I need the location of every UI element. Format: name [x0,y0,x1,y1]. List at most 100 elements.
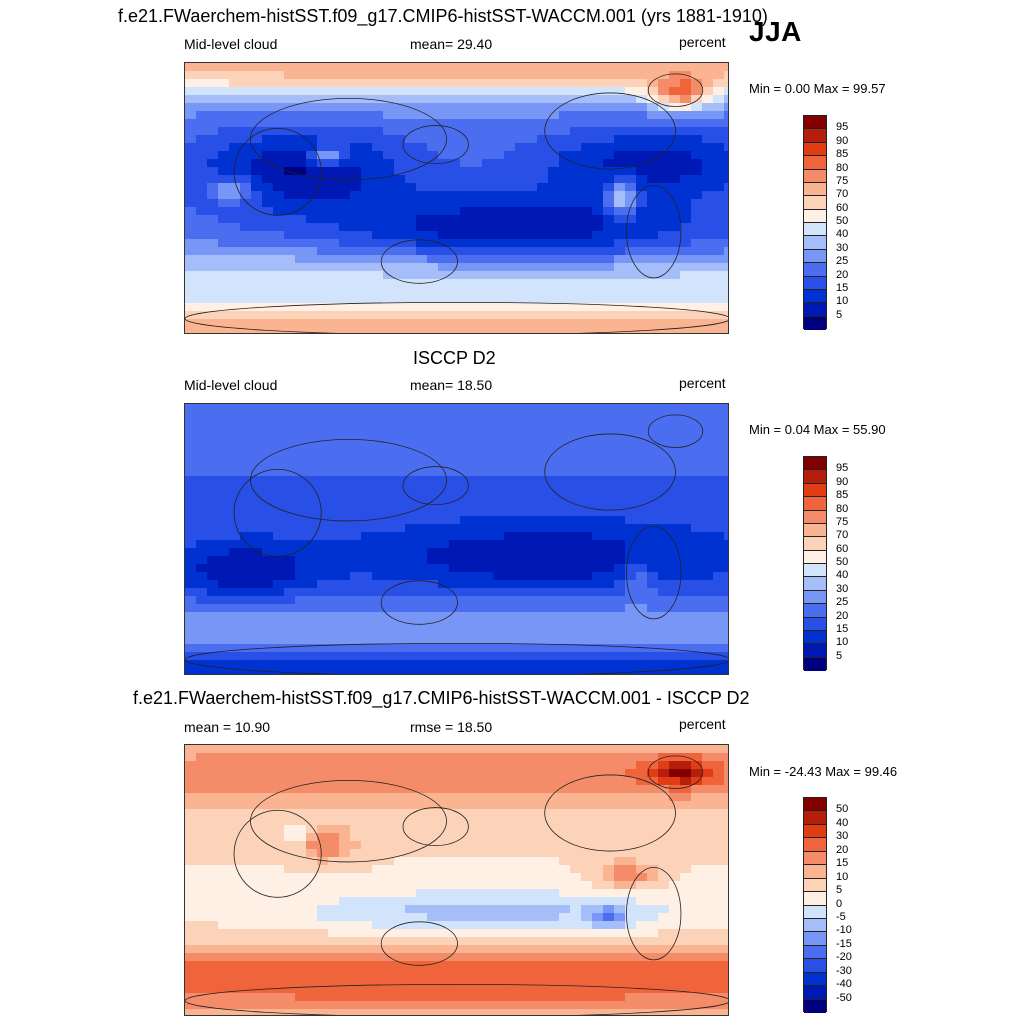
colorbar-segment [804,577,826,591]
map-cell [449,287,461,296]
map-cell [427,516,439,525]
map-cell [350,460,362,469]
map-cell [724,753,728,762]
map-cell [229,215,241,224]
map-cell [548,303,560,312]
map-cell [218,961,230,970]
map-cell [537,524,549,533]
map-cell [251,785,263,794]
map-cell [438,753,450,762]
map-cell [713,87,725,96]
map-cell [361,636,373,645]
map-cell [724,183,728,192]
map-cell [273,87,285,96]
map-cell [504,564,516,573]
map-cell [691,857,703,866]
map-cell [394,231,406,240]
map-cell [240,167,252,176]
map-cell [218,279,230,288]
map-cell [295,183,307,192]
map-cell [460,556,472,565]
map-cell [317,239,329,248]
map-cell [460,135,472,144]
map-cell [570,287,582,296]
map-cell [713,937,725,946]
map-cell [427,79,439,88]
map-cell [493,508,505,517]
map-cell [592,889,604,898]
map-cell [471,628,483,637]
map-cell [537,183,549,192]
map-cell [504,63,516,72]
map-cell [526,849,538,858]
map-cell [229,961,241,970]
map-cell [581,612,593,621]
map-cell [273,556,285,565]
map-cell [526,420,538,429]
map-cell [218,857,230,866]
map-cell [559,905,571,914]
map-cell [196,484,208,493]
map-cell [350,937,362,946]
map-cell [680,428,692,437]
map-cell [559,913,571,922]
map-cell [339,143,351,152]
map-cell [438,239,450,248]
map-cell [251,404,263,413]
map-cell [680,833,692,842]
map-cell [603,444,615,453]
map-cell [592,809,604,818]
map-cell [218,793,230,802]
map-cell [240,628,252,637]
map-cell [537,255,549,264]
map-cell [625,596,637,605]
map-cell [647,239,659,248]
map-cell [372,636,384,645]
map-cell [361,508,373,517]
map-cell [405,159,417,168]
map-cell [581,508,593,517]
map-cell [196,833,208,842]
map-cell [416,865,428,874]
panel2-units-label: percent [679,375,726,391]
map-cell [570,215,582,224]
map-cell [724,279,728,288]
map-cell [317,588,329,597]
map-cell [658,468,670,477]
map-cell [438,143,450,152]
map-cell [394,95,406,104]
map-cell [647,143,659,152]
map-cell [603,404,615,413]
map-cell [548,660,560,669]
map-cell [669,444,681,453]
map-cell [185,945,197,954]
map-cell [614,79,626,88]
map-cell [537,556,549,565]
map-cell [603,660,615,669]
map-cell [636,199,648,208]
map-cell [581,540,593,549]
map-cell [350,612,362,621]
map-cell [438,71,450,80]
colorbar-segment [804,303,826,317]
map-cell [405,801,417,810]
map-cell [691,652,703,661]
map-cell [295,841,307,850]
map-cell [185,865,197,874]
map-cell [317,825,329,834]
map-cell [361,961,373,970]
map-cell [416,63,428,72]
map-cell [504,460,516,469]
map-cell [438,476,450,485]
map-cell [284,524,296,533]
map-cell [603,135,615,144]
map-cell [504,436,516,445]
map-cell [240,404,252,413]
map-cell [207,87,219,96]
map-cell [273,801,285,810]
map-cell [636,303,648,312]
map-cell [317,817,329,826]
map-cell [570,103,582,112]
map-cell [295,849,307,858]
map-cell [240,500,252,509]
